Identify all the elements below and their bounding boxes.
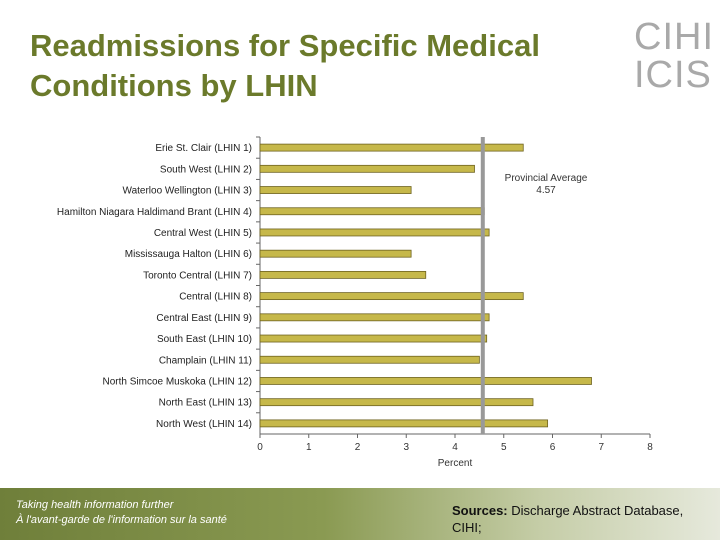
category-label: South East (LHIN 10) — [157, 334, 252, 345]
bar — [259, 207, 485, 216]
sources-note: Sources: Discharge Abstract Database, CI… — [452, 502, 714, 536]
x-tick-label: 3 — [403, 442, 409, 453]
category-label: Mississauga Halton (LHIN 6) — [125, 249, 252, 260]
bar — [259, 377, 592, 385]
category-label: Central (LHIN 8) — [179, 292, 252, 303]
category-label: North East (LHIN 13) — [159, 398, 252, 409]
tagline-english: Taking health information further — [16, 499, 174, 511]
bar — [259, 249, 412, 258]
slide-title-line2: Conditions by LHIN — [30, 68, 318, 103]
x-tick-label: 1 — [306, 442, 312, 453]
category-label: Erie St. Clair (LHIN 1) — [155, 143, 252, 154]
cihi-logo: CIHI ICIS — [634, 16, 714, 96]
x-tick-label: 7 — [598, 442, 604, 453]
bar — [259, 186, 412, 194]
provincial-average-line — [480, 137, 485, 434]
bar — [259, 143, 524, 152]
x-tick-label: 0 — [257, 442, 263, 453]
footer-tagline: Taking health information further À l'av… — [16, 498, 227, 528]
x-axis-label: Percent — [438, 458, 473, 469]
category-label: Hamilton Niagara Haldimand Brant (LHIN 4… — [57, 207, 252, 218]
footer-band — [0, 488, 720, 540]
bar — [259, 270, 427, 279]
category-label: North Simcoe Muskoka (LHIN 12) — [103, 376, 253, 387]
category-label: Champlain (LHIN 11) — [159, 355, 252, 366]
x-tick-label: 2 — [355, 442, 361, 453]
provincial-average-label: Provincial Average — [505, 173, 588, 184]
logo-cihi-text: CIHI — [634, 16, 714, 58]
bar — [259, 292, 524, 301]
category-label: Central West (LHIN 5) — [154, 228, 252, 239]
bar — [259, 228, 490, 237]
bar — [259, 164, 475, 173]
bar — [259, 419, 549, 428]
x-tick-label: 4 — [452, 442, 458, 453]
x-tick-label: 5 — [501, 442, 507, 453]
category-label: Central East (LHIN 9) — [156, 313, 252, 324]
bar — [259, 334, 488, 343]
sources-text: Discharge Abstract Database, CIHI; — [452, 503, 684, 535]
x-tick-label: 6 — [550, 442, 556, 453]
tagline-french: À l'avant-garde de l'information sur la … — [16, 514, 227, 526]
category-label: Toronto Central (LHIN 7) — [143, 270, 252, 281]
bar — [259, 398, 534, 407]
category-label: Waterloo Wellington (LHIN 3) — [123, 186, 253, 197]
logo-icis-text: ICIS — [634, 54, 712, 96]
slide-title-line1: Readmissions for Specific Medical — [30, 28, 540, 63]
bar — [259, 355, 480, 364]
bar — [259, 313, 490, 322]
category-label: North West (LHIN 14) — [156, 419, 252, 430]
provincial-average-value: 4.57 — [536, 185, 556, 196]
category-label: South West (LHIN 2) — [160, 164, 252, 175]
slide-title: Readmissions for Specific Medical Condit… — [30, 26, 620, 106]
x-tick-label: 8 — [647, 442, 653, 453]
sources-label: Sources: — [452, 503, 508, 518]
